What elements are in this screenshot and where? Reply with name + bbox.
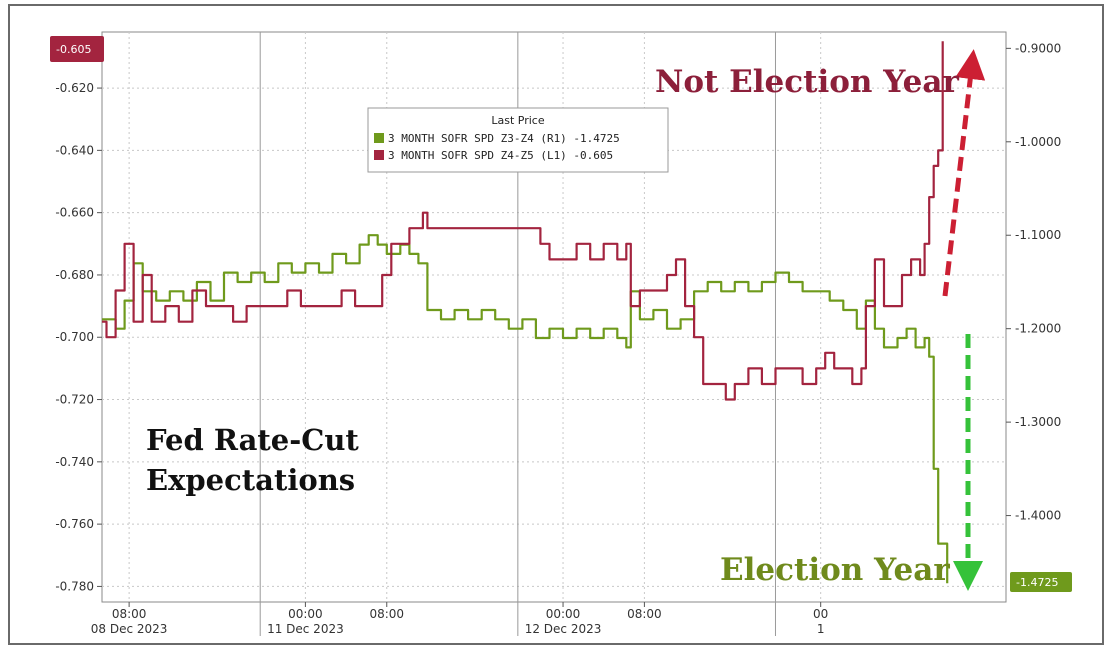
chart-frame: -0.620 -0.640 -0.660 -0.680 -0.700 -0.720 -0.7… (8, 4, 1104, 645)
badge-left-text: -0.605 (56, 43, 91, 56)
badge-right: -1.4725 (1010, 572, 1072, 592)
left-tick-label: -0.640 (55, 143, 94, 157)
left-tick-label: -0.760 (55, 517, 94, 531)
x-tick-time: 08:00 (369, 607, 404, 621)
chart-canvas: -0.620 -0.640 -0.660 -0.680 -0.700 -0.720 -0.7… (50, 31, 1072, 636)
badge-left-bg (50, 36, 104, 62)
annotation-fed-line1: Fed Rate-Cut (146, 423, 359, 457)
x-tick-time: 00:00 (288, 607, 323, 621)
series-layer (102, 41, 949, 584)
legend-title: Last Price (491, 114, 544, 127)
right-tick-label: -1.0000 (1015, 135, 1061, 149)
x-tick-time: 08:00 (627, 607, 662, 621)
left-tick-label: -0.680 (55, 268, 94, 282)
left-tick-label: -0.660 (55, 206, 94, 220)
badge-right-bg (1010, 572, 1072, 592)
red-up-arrow (942, 49, 986, 297)
right-tick-label: -1.3000 (1015, 415, 1061, 429)
right-tick-label: -1.2000 (1015, 322, 1061, 336)
right-tick-label: -1.1000 (1015, 228, 1061, 242)
annotation-not-election-year: Not Election Year (655, 64, 959, 100)
left-tick-label: -0.720 (55, 393, 94, 407)
legend-swatch-z3-z4 (374, 133, 384, 143)
left-tick-label: -0.780 (55, 579, 94, 593)
left-tick-label: -0.740 (55, 455, 94, 469)
annotation-election-year: Election Year (720, 552, 950, 588)
right-tick-label: -1.4000 (1015, 509, 1061, 523)
left-axis: -0.620 -0.640 -0.660 -0.680 -0.700 -0.720 -0.7… (55, 81, 102, 593)
right-tick-label: -0.9000 (1015, 41, 1061, 55)
x-tick-date: 11 Dec 2023 (267, 622, 344, 636)
x-tick-time: 08:00 (112, 607, 147, 621)
x-tick-date: 08 Dec 2023 (91, 622, 168, 636)
legend: Last Price 3 MONTH SOFR SPD Z3-Z4 (R1) -… (367, 107, 669, 173)
badge-right-text: -1.4725 (1016, 576, 1058, 589)
x-tick-time: 00 (813, 607, 828, 621)
legend-entry-z4-z5: 3 MONTH SOFR SPD Z4-Z5 (L1) -0.605 (388, 149, 613, 162)
right-axis: -0.9000 -1.0000 -1.1000 -1.2000 -1.3000 -1.40… (1006, 41, 1061, 523)
badge-left: -0.605 (50, 36, 104, 62)
x-tick-date: 12 Dec 2023 (525, 622, 602, 636)
series-line-z3-z4 (102, 234, 949, 584)
legend-box (367, 107, 669, 173)
series-line-z4-z5 (102, 41, 944, 401)
legend-entry-z3-z4: 3 MONTH SOFR SPD Z3-Z4 (R1) -1.4725 (388, 132, 620, 145)
annotation-fed-line2: Expectations (146, 463, 355, 497)
legend-swatch-z4-z5 (374, 150, 384, 160)
left-tick-label: -0.700 (55, 330, 94, 344)
left-tick-label: -0.620 (55, 81, 94, 95)
x-tick-date: 1 (817, 622, 825, 636)
x-tick-time: 00:00 (546, 607, 581, 621)
